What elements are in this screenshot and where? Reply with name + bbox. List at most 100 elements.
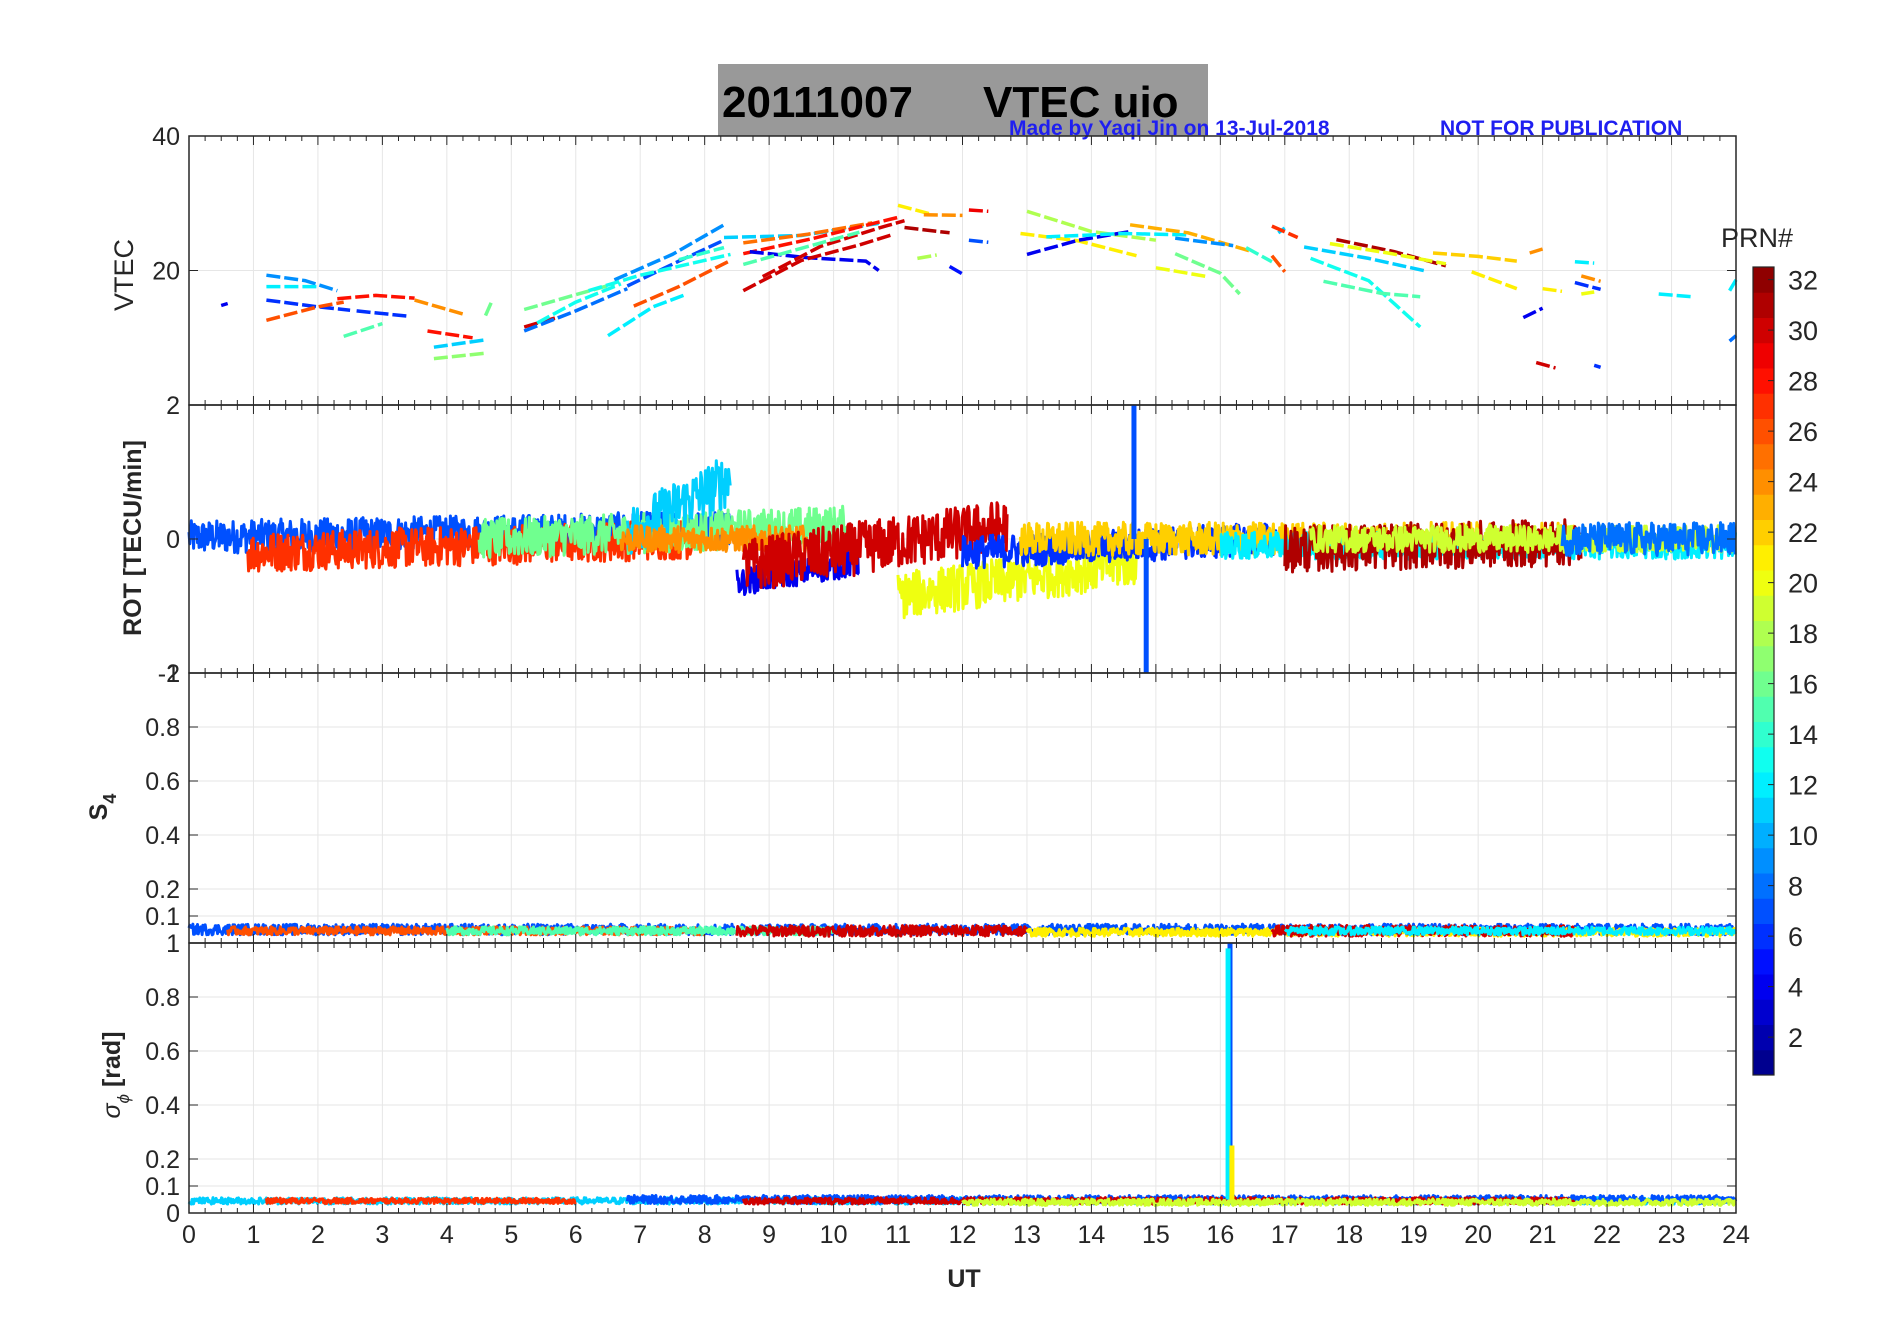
vtec-series-prn-20: [1155, 266, 1208, 279]
vtec-series-prn-15: [1323, 279, 1421, 299]
colorbar-tick-label: 22: [1788, 518, 1818, 548]
y-tick-label: 0.2: [145, 876, 180, 904]
credit-notice: NOT FOR PUBLICATION: [1440, 117, 1682, 140]
colorbar-swatch-prn-26: [1753, 418, 1774, 445]
vtec-ylabel: VTEC: [109, 239, 139, 311]
vtec-series-prn-30: [742, 233, 893, 293]
colorbar-swatch-prn-4: [1753, 974, 1774, 1000]
vtec-series-prn-6: [266, 298, 351, 312]
colorbar-swatch-prn-8: [1753, 873, 1774, 899]
vtec-series-prn-18: [917, 253, 938, 261]
x-tick-label: 15: [1142, 1221, 1170, 1249]
x-tick-label: 21: [1529, 1221, 1557, 1249]
colorbar-swatch-prn-22: [1753, 519, 1774, 546]
colorbar-frame: [1752, 266, 1775, 1076]
x-tick-label: 20: [1464, 1221, 1492, 1249]
vtec-series-prn-28: [742, 215, 899, 256]
colorbar-tick-label: 20: [1788, 569, 1818, 599]
vtec-series-prn-11: [1303, 245, 1427, 273]
vtec-series-prn-12: [1658, 292, 1692, 299]
series-prn-20: [896, 540, 1138, 620]
vtec-series-prn-25: [743, 221, 873, 245]
vtec-series-prn-24: [923, 212, 963, 218]
series-prn-27: [264, 1196, 577, 1205]
colorbar-swatch-prn-7: [1753, 898, 1774, 924]
vtec-series-prn-6: [356, 309, 409, 318]
colorbar-tick-label: 14: [1788, 720, 1818, 750]
vtec-series-prn-20: [1581, 290, 1595, 296]
y-tick-label: 0: [166, 1200, 180, 1228]
vtec-series-prn-26: [1270, 254, 1287, 273]
x-tick-label: 8: [698, 1221, 712, 1249]
series-prn-11: [625, 459, 732, 555]
colorbar-swatch-prn-12: [1753, 772, 1774, 798]
y-tick-label: 1: [166, 660, 180, 688]
y-tick-label: 0.6: [145, 768, 180, 796]
colorbar-swatch-prn-2: [1753, 1024, 1774, 1051]
y-tick-label: 0.8: [145, 714, 180, 742]
series-prn-30: [741, 501, 1009, 590]
vtec-series-prn-13: [1309, 256, 1422, 329]
vtec-series-prn-29: [968, 208, 989, 214]
y-tick-label: 2: [166, 392, 180, 420]
vtec-series-prn-15: [343, 321, 383, 339]
colorbar-tick-label: 28: [1788, 367, 1818, 397]
colorbar-swatch-prn-11: [1753, 797, 1774, 823]
vtec-series-prn-28: [337, 293, 415, 301]
x-tick-label: 1: [247, 1221, 261, 1249]
vtec-series-prn-8: [523, 287, 628, 333]
colorbar-tick-label: 10: [1788, 821, 1818, 851]
x-tick-label: 13: [1013, 1221, 1041, 1249]
vtec-series-prn-30: [761, 219, 905, 279]
colorbar-swatch-prn-25: [1753, 443, 1774, 470]
y-tick-label: -2: [158, 660, 180, 688]
colorbar-tick-label: 12: [1788, 771, 1818, 801]
s4-panel: 0.10.2 0.4 0.6 0.8 1: [145, 660, 1737, 944]
vtec-series-prn-21: [897, 203, 931, 216]
vtec-series-prn-28: [427, 329, 473, 340]
colorbar-swatch-prn-9: [1753, 847, 1774, 874]
vtec-series-prn-12: [607, 293, 686, 338]
y-tick-label: 0: [166, 526, 180, 554]
colorbar-swatch-prn-23: [1753, 494, 1774, 520]
y-tick-label: 0.6: [145, 1038, 180, 1066]
x-tick-label: 11: [885, 1221, 911, 1249]
series-group: [220, 203, 1738, 370]
x-tick-label: 5: [504, 1221, 518, 1249]
vtec-series-prn-21: [1020, 231, 1137, 258]
colorbar-swatch-prn-13: [1753, 746, 1774, 773]
vtec-series-prn-24: [1580, 274, 1602, 283]
series-group: [187, 405, 1737, 673]
colorbar-swatch-prn-6: [1753, 923, 1774, 950]
colorbar-tick-label: 8: [1788, 872, 1803, 902]
colorbar-swatch-prn-24: [1753, 469, 1774, 495]
credit-author: Made by Yaqi Jin on 13-Jul-2018: [1009, 117, 1330, 140]
vtec-series-prn-5: [948, 264, 964, 276]
x-axis-ticks: 0 1 2 3 4 5 6 7 8 9 10 11 12 13 14 15 16 17 18 19 20 21 22 23 24: [182, 1221, 1750, 1249]
x-tick-label: 7: [633, 1221, 647, 1249]
x-tick-label: 3: [375, 1221, 389, 1249]
series-group: [187, 943, 1738, 1207]
colorbar-swatch-prn-30: [1753, 317, 1774, 344]
vtec-series-prn-8: [1728, 334, 1738, 343]
sigma-phi-panel: 00.10.2 0.4 0.6 0.8 1: [145, 930, 1738, 1228]
vtec-series-prn-15: [742, 230, 860, 267]
x-tick-label: 24: [1722, 1221, 1750, 1249]
colorbar-tick-label: 18: [1788, 619, 1818, 649]
x-tick-label: 10: [820, 1221, 848, 1249]
rot-ylabel: ROT [TECU/min]: [119, 440, 147, 636]
x-tick-label: 2: [311, 1221, 325, 1249]
series-group: [187, 922, 1737, 938]
x-tick-label: 22: [1593, 1221, 1621, 1249]
vtec-series-prn-21: [1471, 270, 1518, 291]
sigma-phi-ylabel-text: σϕ [rad]: [98, 1031, 133, 1118]
colorbar-swatch-prn-5: [1753, 948, 1774, 975]
vtec-series-prn-16: [483, 300, 494, 317]
series-prn-30: [735, 924, 1028, 938]
y-tick-label: 0.8: [145, 984, 180, 1012]
colorbar-tick-label: 26: [1788, 417, 1818, 447]
vtec-series-prn-7: [626, 238, 725, 288]
x-tick-label: 19: [1400, 1221, 1428, 1249]
colorbar-swatch-prn-32: [1753, 267, 1774, 293]
